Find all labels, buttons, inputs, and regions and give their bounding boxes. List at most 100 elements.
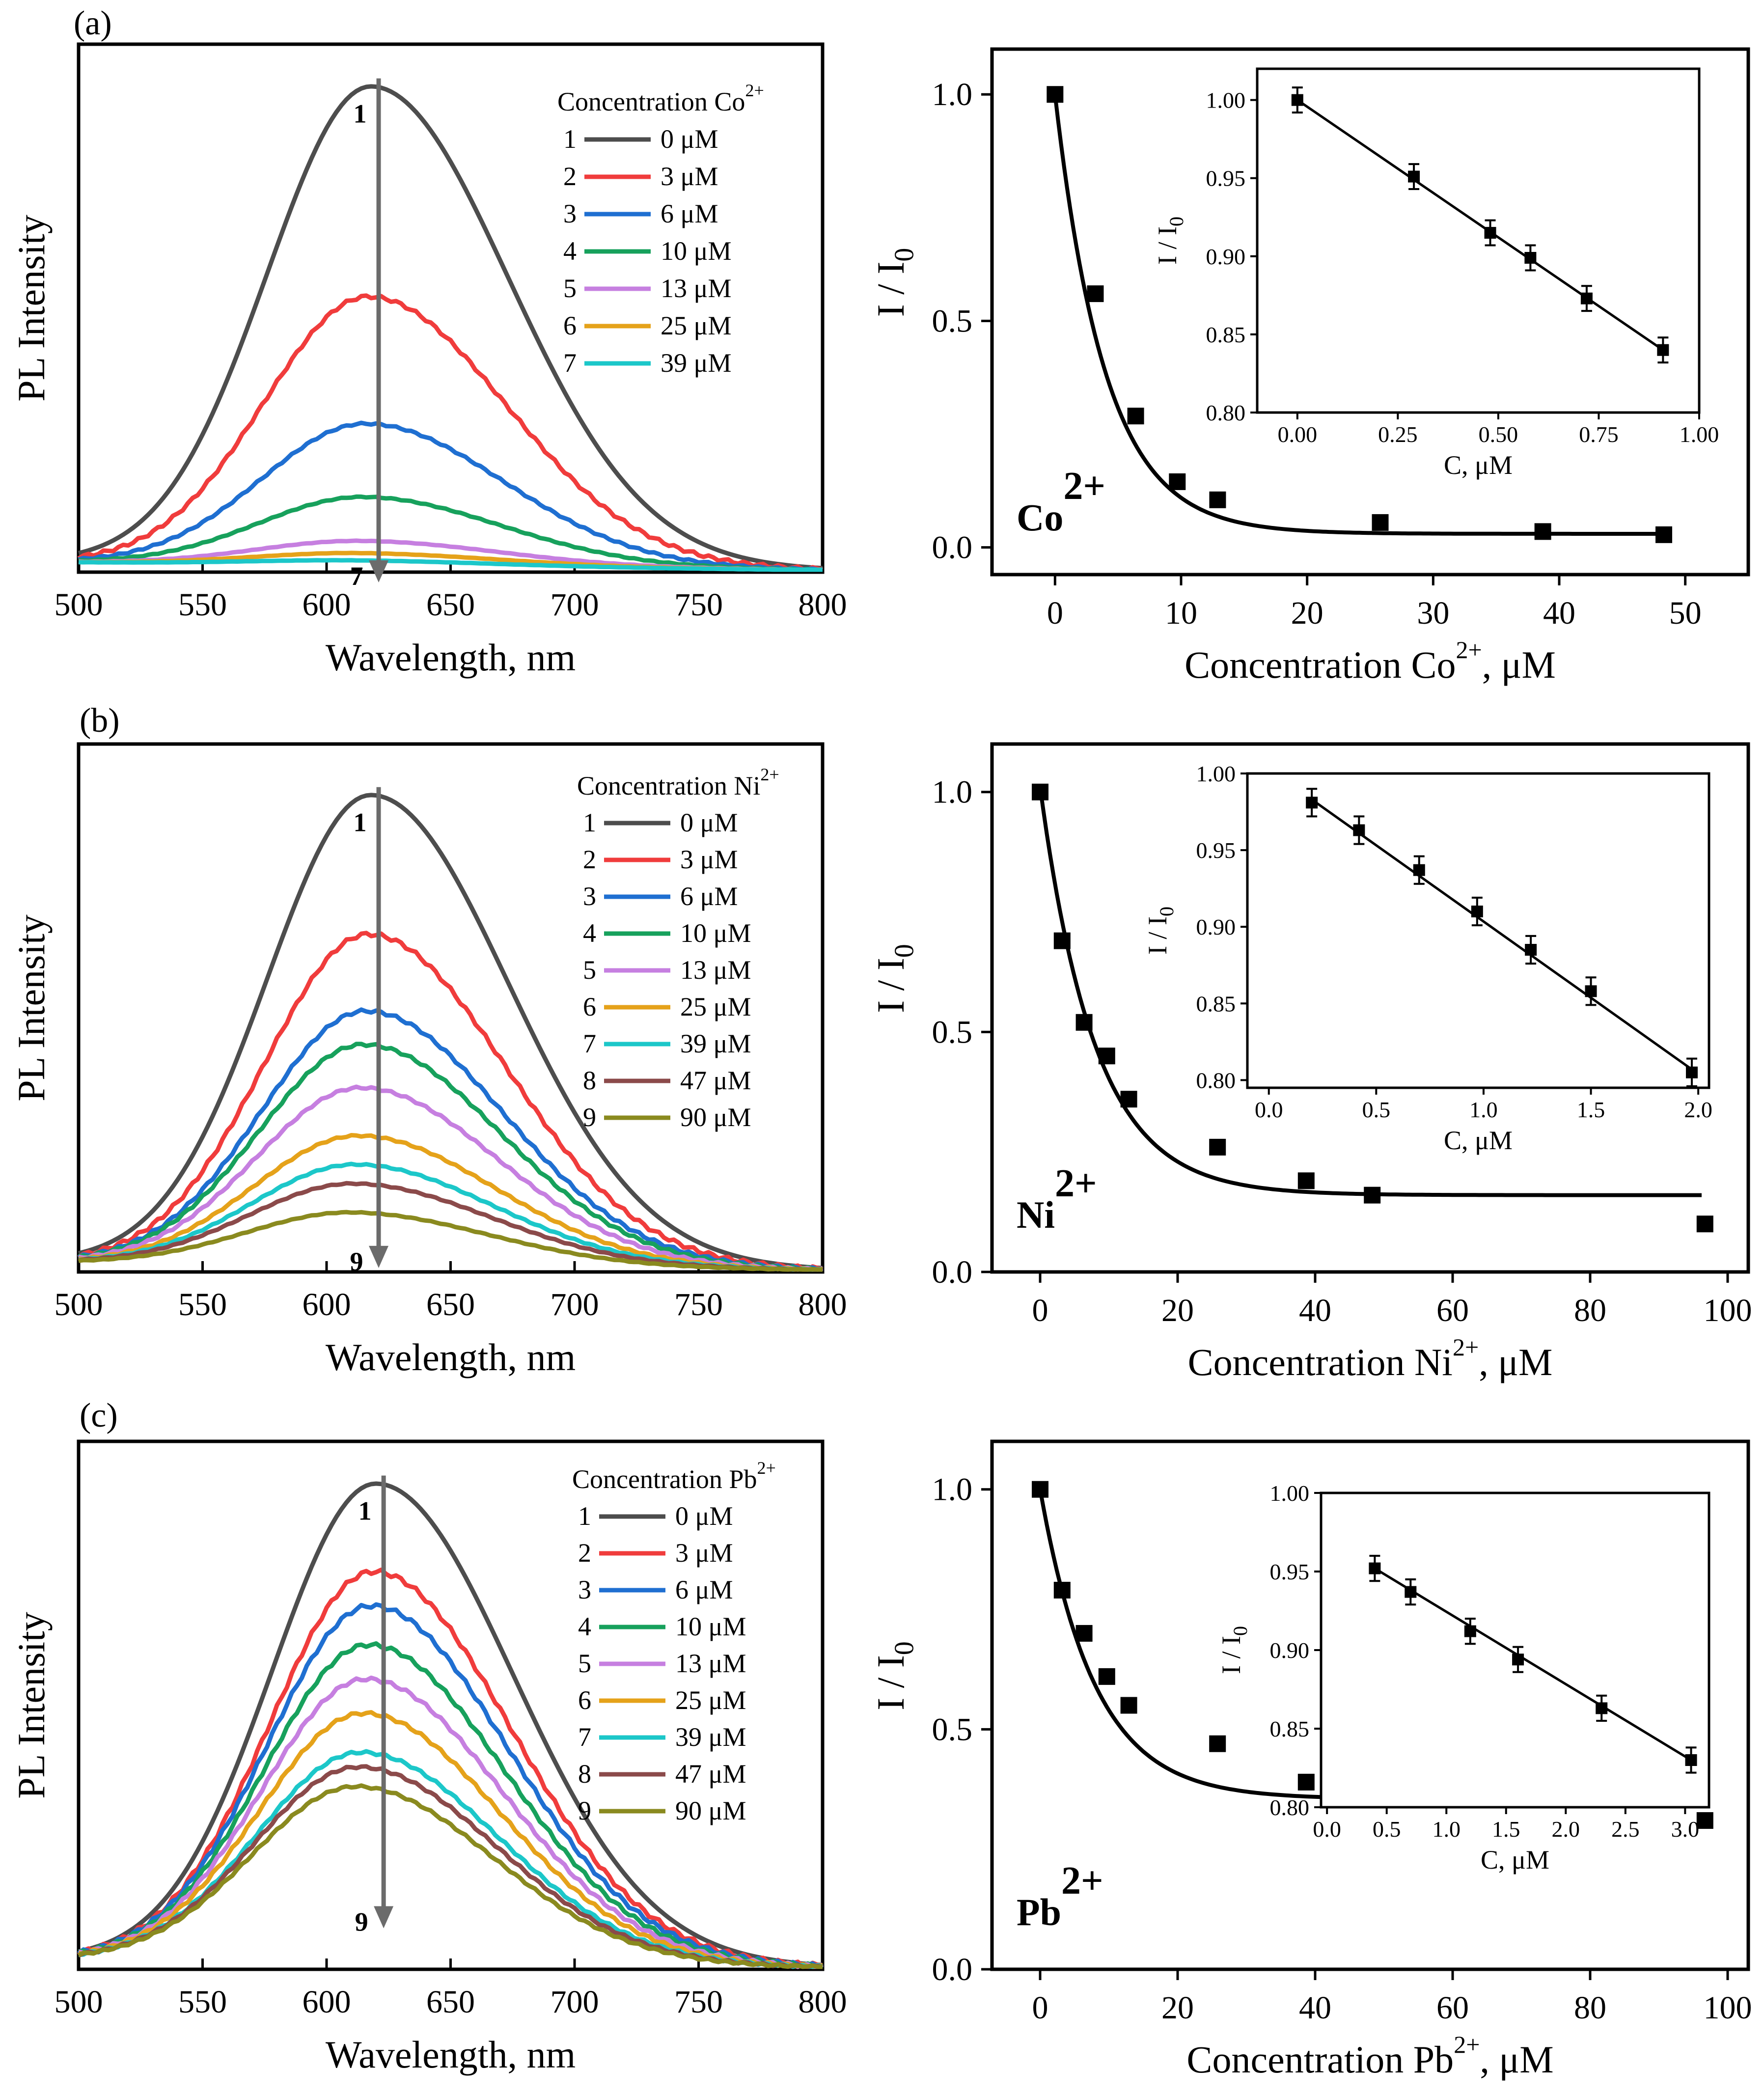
b-quench-ion-label: Ni2+	[1017, 1162, 1097, 1236]
a-quench-xtick-label: 20	[1291, 595, 1323, 631]
b-quench-inset-ytick-label: 0.80	[1196, 1068, 1236, 1093]
c-quench-inset-fit-line	[1374, 1567, 1692, 1762]
c-spectra-legend-label: 39 μM	[675, 1722, 746, 1752]
b-spectra-legend-label: 90 μM	[680, 1103, 751, 1132]
b-spectra-legend-label: 6 μM	[680, 882, 738, 911]
c-quench-xtick-label: 60	[1436, 1990, 1469, 2026]
a-quench-inset-xtick-label: 0.75	[1579, 422, 1619, 447]
c-quench-data-point	[1120, 1697, 1137, 1714]
c-spectra-plot: 500 550 600 650 700 750 800 Wavelength, nm PL In…	[10, 1439, 847, 2076]
b-quench-data-point	[1032, 783, 1048, 800]
c-quench-frame	[990, 1439, 1750, 1971]
c-quench-data-point	[1297, 1773, 1315, 1791]
a-spectra-xtick-label: 500	[55, 587, 103, 623]
c-spectra-series-6	[78, 1710, 823, 1969]
b-spectra-xtick-label: 750	[674, 1287, 723, 1323]
a-quench-inset-xlabel: C, μM	[1444, 450, 1513, 480]
b-spectra-legend-index: 3	[583, 882, 596, 911]
a-quench-frame	[990, 47, 1750, 577]
b-quench-xtick-label: 20	[1161, 1293, 1194, 1328]
b-spectra-legend-index: 8	[583, 1066, 596, 1095]
a-quench-ytick-label: 0.5	[932, 303, 973, 339]
c-spectra-xtick-label: 750	[674, 1984, 723, 2020]
a-quench-ion-label: Co2+	[1017, 465, 1105, 539]
b-spectra-legend-label: 3 μM	[680, 845, 738, 874]
a-quench-data-point	[1047, 86, 1064, 103]
c-spectra-legend-label: 90 μM	[675, 1796, 746, 1825]
c-quench-inset-xtick-label: 2.0	[1552, 1817, 1580, 1842]
a-quench-xtick-label: 40	[1543, 595, 1575, 631]
c-spectra-legend-label: 10 μM	[675, 1612, 746, 1641]
b-quench-data-point	[1120, 1091, 1137, 1108]
a-quench-ytick-label: 1.0	[932, 77, 973, 112]
c-spectra-legend-index: 5	[578, 1649, 591, 1678]
c-spectra-legend-title: Concentration Pb2+	[572, 1458, 776, 1494]
a-quench-data-point	[1372, 514, 1389, 531]
c-spectra-legend-index: 6	[578, 1685, 591, 1715]
c-quench-ylabel: I / I0	[869, 1641, 920, 1710]
c-spectra-legend-index: 9	[578, 1796, 591, 1825]
a-quench-data-point	[1127, 408, 1144, 425]
c-quench-xtick-label: 40	[1299, 1990, 1331, 2026]
a-spectra-legend-index: 4	[563, 236, 577, 266]
a-spectra-arrow-bottom-label: 7	[350, 561, 363, 591]
b-spectra-plot: 500 550 600 650 700 750 800 Wavelength, nm PL In…	[10, 742, 847, 1379]
a-quench-ytick-label: 0.0	[932, 530, 973, 566]
b-quench-data-point	[1098, 1048, 1115, 1065]
a-quench-inset-xtick-label: 0.25	[1378, 422, 1418, 447]
c-quench-ytick-label: 1.0	[932, 1472, 973, 1508]
a-spectra-legend-index: 6	[563, 311, 577, 340]
c-spectra-xtick-label: 600	[303, 1984, 351, 2020]
b-spectra-legend-index: 5	[583, 955, 596, 985]
a-spectra-xlabel: Wavelength, nm	[326, 636, 576, 679]
c-spectra-legend-label: 3 μM	[675, 1538, 733, 1568]
b-spectra-xtick-label: 650	[426, 1287, 475, 1323]
c-spectra-legend-label: 13 μM	[675, 1649, 746, 1678]
b-spectra-xtick-label: 800	[799, 1287, 847, 1323]
a-quench-inset-data-point	[1484, 227, 1496, 239]
a-quench-xtick-label: 30	[1417, 595, 1449, 631]
c-spectra-xlabel: Wavelength, nm	[326, 2033, 576, 2076]
a-quench-inset-xtick-label: 0.50	[1479, 422, 1518, 447]
c-quench-ytick-label: 0.5	[932, 1711, 973, 1747]
c-quench-inset-data-point	[1685, 1754, 1697, 1766]
c-spectra-arrow-top-label: 1	[358, 1496, 372, 1526]
b-quench-data-point	[1364, 1186, 1381, 1204]
a-quench-xtick-label: 0	[1047, 595, 1063, 631]
c-spectra-series-9	[78, 1783, 823, 1969]
a-spectra-legend-label: 6 μM	[661, 199, 718, 228]
b-spectra-legend-index: 9	[583, 1103, 596, 1132]
c-quench-xtick-label: 0	[1032, 1990, 1048, 2026]
b-quench-inset-xtick-label: 1.0	[1469, 1097, 1498, 1122]
c-quench-inset-data-point	[1596, 1702, 1608, 1714]
a-spectra-legend-label: 25 μM	[661, 311, 731, 340]
c-quench-inset-data-point	[1464, 1625, 1476, 1637]
c-spectra-arrow-head	[374, 1906, 394, 1929]
c-quench-data-point	[1098, 1668, 1115, 1685]
c-spectra-legend-label: 0 μM	[675, 1501, 733, 1531]
a-quench-inset-data-point	[1291, 94, 1303, 106]
b-quench-inset-data-point	[1525, 944, 1537, 956]
b-spectra-legend-index: 7	[583, 1029, 596, 1058]
a-quench-xlabel: Concentration Co2+, μM	[1185, 636, 1556, 686]
c-quench-data-point	[1075, 1625, 1093, 1642]
c-quench-xtick-label: 100	[1704, 1990, 1752, 2026]
b-quench-ytick-label: 1.0	[932, 774, 973, 810]
c-quench-inset-xlabel: C, μM	[1481, 1845, 1549, 1875]
b-quench-inset-xtick-label: 0.5	[1362, 1097, 1391, 1122]
c-spectra-legend-label: 25 μM	[675, 1685, 746, 1715]
c-quench-inset-ytick-label: 0.95	[1270, 1559, 1310, 1584]
b-quench-inset-ytick-label: 1.00	[1196, 761, 1236, 786]
a-quench-plot: 0 10 20 30 40 50 0.0 0.5 1.0 Concentration Co2+, …	[869, 47, 1750, 686]
a-quench-inset-ytick-label: 0.90	[1206, 244, 1246, 269]
c-spectra-xtick-label: 650	[426, 1984, 475, 2020]
a-spectra-xtick-label: 550	[178, 587, 227, 623]
b-quench-inset-data-point	[1306, 797, 1318, 809]
c-quench-inset-ytick-label: 1.00	[1270, 1481, 1310, 1506]
c-spectra-legend-label: 6 μM	[675, 1575, 733, 1604]
c-quench-inset-data-point	[1405, 1586, 1417, 1598]
b-spectra-legend-title: Concentration Ni2+	[577, 765, 779, 800]
c-quench-inset-data-point	[1512, 1654, 1524, 1666]
c-spectra-legend-index: 3	[578, 1575, 591, 1604]
